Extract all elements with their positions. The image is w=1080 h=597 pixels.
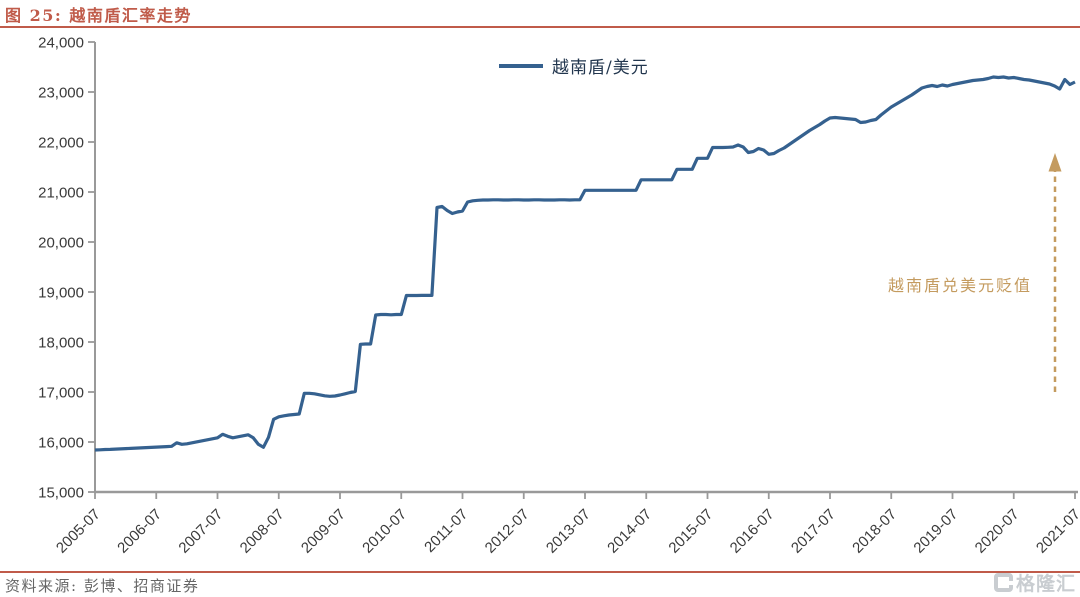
x-tick-label: 2010-07 (359, 506, 410, 557)
y-tick-label: 18,000 (38, 335, 84, 352)
x-tick-label: 2005-07 (53, 506, 104, 557)
y-tick-label: 17,000 (38, 385, 84, 402)
y-tick-label: 19,000 (38, 285, 84, 302)
gelonghui-g-icon (993, 573, 1013, 592)
y-tick-label: 23,000 (38, 85, 84, 102)
figure-title: 图 25: 越南盾汇率走势 (5, 6, 192, 25)
x-tick-label: 2015-07 (665, 506, 716, 557)
y-tick-label: 24,000 (38, 35, 84, 52)
x-tick-label: 2006-07 (114, 506, 165, 557)
gelonghui-logo: 格隆汇 (993, 569, 1076, 596)
gelonghui-logo-text: 格隆汇 (1015, 573, 1076, 595)
x-tick-label: 2017-07 (788, 506, 839, 557)
depreciation-annotation: 越南盾兑美元贬值 (887, 276, 1032, 295)
y-tick-label: 20,000 (38, 235, 84, 252)
chart-series (94, 75, 1076, 452)
vnd-usd-line (94, 75, 1076, 452)
x-tick-label: 2013-07 (543, 506, 594, 557)
legend-label: 越南盾/美元 (552, 58, 649, 78)
depreciation-arrow (1048, 153, 1062, 392)
y-tick-label: 15,000 (38, 485, 84, 502)
y-tick-label: 22,000 (38, 135, 84, 152)
x-tick-label: 2018-07 (849, 506, 900, 557)
x-tick-label: 2019-07 (910, 506, 961, 557)
x-tick-label: 2020-07 (972, 506, 1023, 557)
x-tick-label: 2016-07 (727, 506, 778, 557)
x-tick-label: 2007-07 (175, 506, 226, 557)
x-tick-label: 2011-07 (421, 506, 471, 556)
title-divider (0, 26, 1080, 28)
source-label: 资料来源: 彭博、招商证券 (5, 577, 200, 595)
y-tick-label: 21,000 (38, 185, 84, 202)
x-tick-label: 2008-07 (237, 506, 288, 557)
x-tick-label: 2012-07 (482, 506, 533, 557)
legend-line-swatch (499, 63, 543, 68)
bottom-divider (0, 571, 1080, 573)
y-tick-label: 16,000 (38, 435, 84, 452)
x-tick-label: 2014-07 (604, 506, 655, 557)
x-tick-label: 2021-07 (1033, 506, 1080, 557)
x-tick-label: 2009-07 (298, 506, 349, 557)
chart-legend: 越南盾/美元 (499, 53, 649, 78)
